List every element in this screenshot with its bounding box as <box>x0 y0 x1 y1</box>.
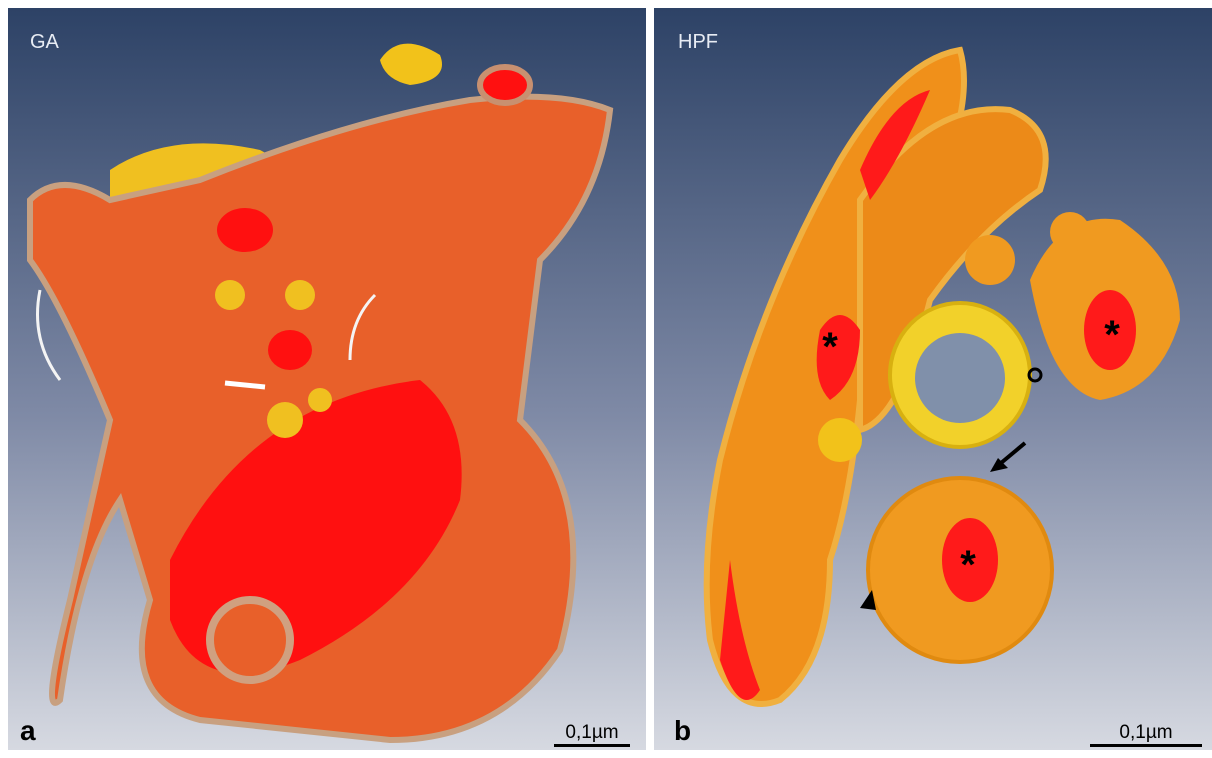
rendering-hpf <box>703 46 1180 707</box>
panel-a: GA a 0,1µm <box>8 8 646 750</box>
scale-bar-label: 0,1µm <box>1119 722 1172 743</box>
condition-label: GA <box>30 31 60 53</box>
scale-bar <box>1090 744 1202 747</box>
panel-label: b <box>674 715 691 746</box>
scale-bar-label: 0,1µm <box>565 722 618 743</box>
rendering-ga <box>27 43 614 744</box>
marker: * <box>960 543 976 587</box>
marker: * <box>822 325 838 369</box>
panel-b: * * * HPF b 0,1µm <box>654 8 1212 750</box>
marker: * <box>1104 313 1120 357</box>
panel-label: a <box>20 715 36 746</box>
condition-label: HPF <box>678 31 718 53</box>
scale-bar <box>554 744 630 747</box>
